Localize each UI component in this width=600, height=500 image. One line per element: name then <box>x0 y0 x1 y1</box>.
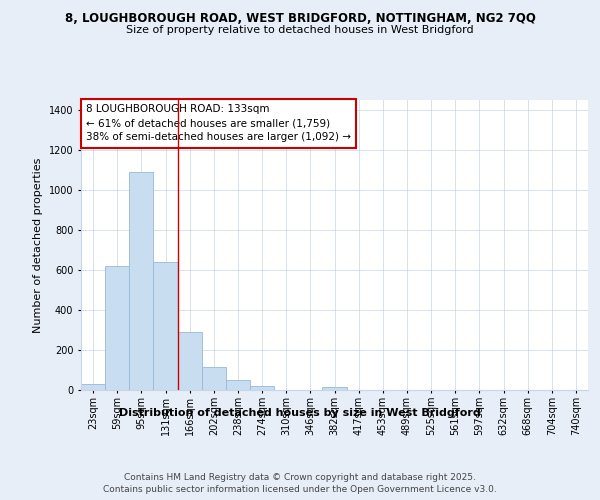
Text: Distribution of detached houses by size in West Bridgford: Distribution of detached houses by size … <box>119 408 481 418</box>
Text: Contains public sector information licensed under the Open Government Licence v3: Contains public sector information licen… <box>103 485 497 494</box>
Bar <box>226 380 250 390</box>
Text: Size of property relative to detached houses in West Bridgford: Size of property relative to detached ho… <box>126 25 474 35</box>
Bar <box>250 386 274 390</box>
Text: 8 LOUGHBOROUGH ROAD: 133sqm
← 61% of detached houses are smaller (1,759)
38% of : 8 LOUGHBOROUGH ROAD: 133sqm ← 61% of det… <box>86 104 351 142</box>
Bar <box>202 367 226 390</box>
Bar <box>129 172 154 390</box>
Bar <box>322 387 347 390</box>
Bar <box>105 266 129 390</box>
Bar <box>154 262 178 390</box>
Text: Contains HM Land Registry data © Crown copyright and database right 2025.: Contains HM Land Registry data © Crown c… <box>124 472 476 482</box>
Bar <box>178 332 202 390</box>
Y-axis label: Number of detached properties: Number of detached properties <box>33 158 43 332</box>
Text: 8, LOUGHBOROUGH ROAD, WEST BRIDGFORD, NOTTINGHAM, NG2 7QQ: 8, LOUGHBOROUGH ROAD, WEST BRIDGFORD, NO… <box>65 12 535 26</box>
Bar <box>81 384 105 390</box>
